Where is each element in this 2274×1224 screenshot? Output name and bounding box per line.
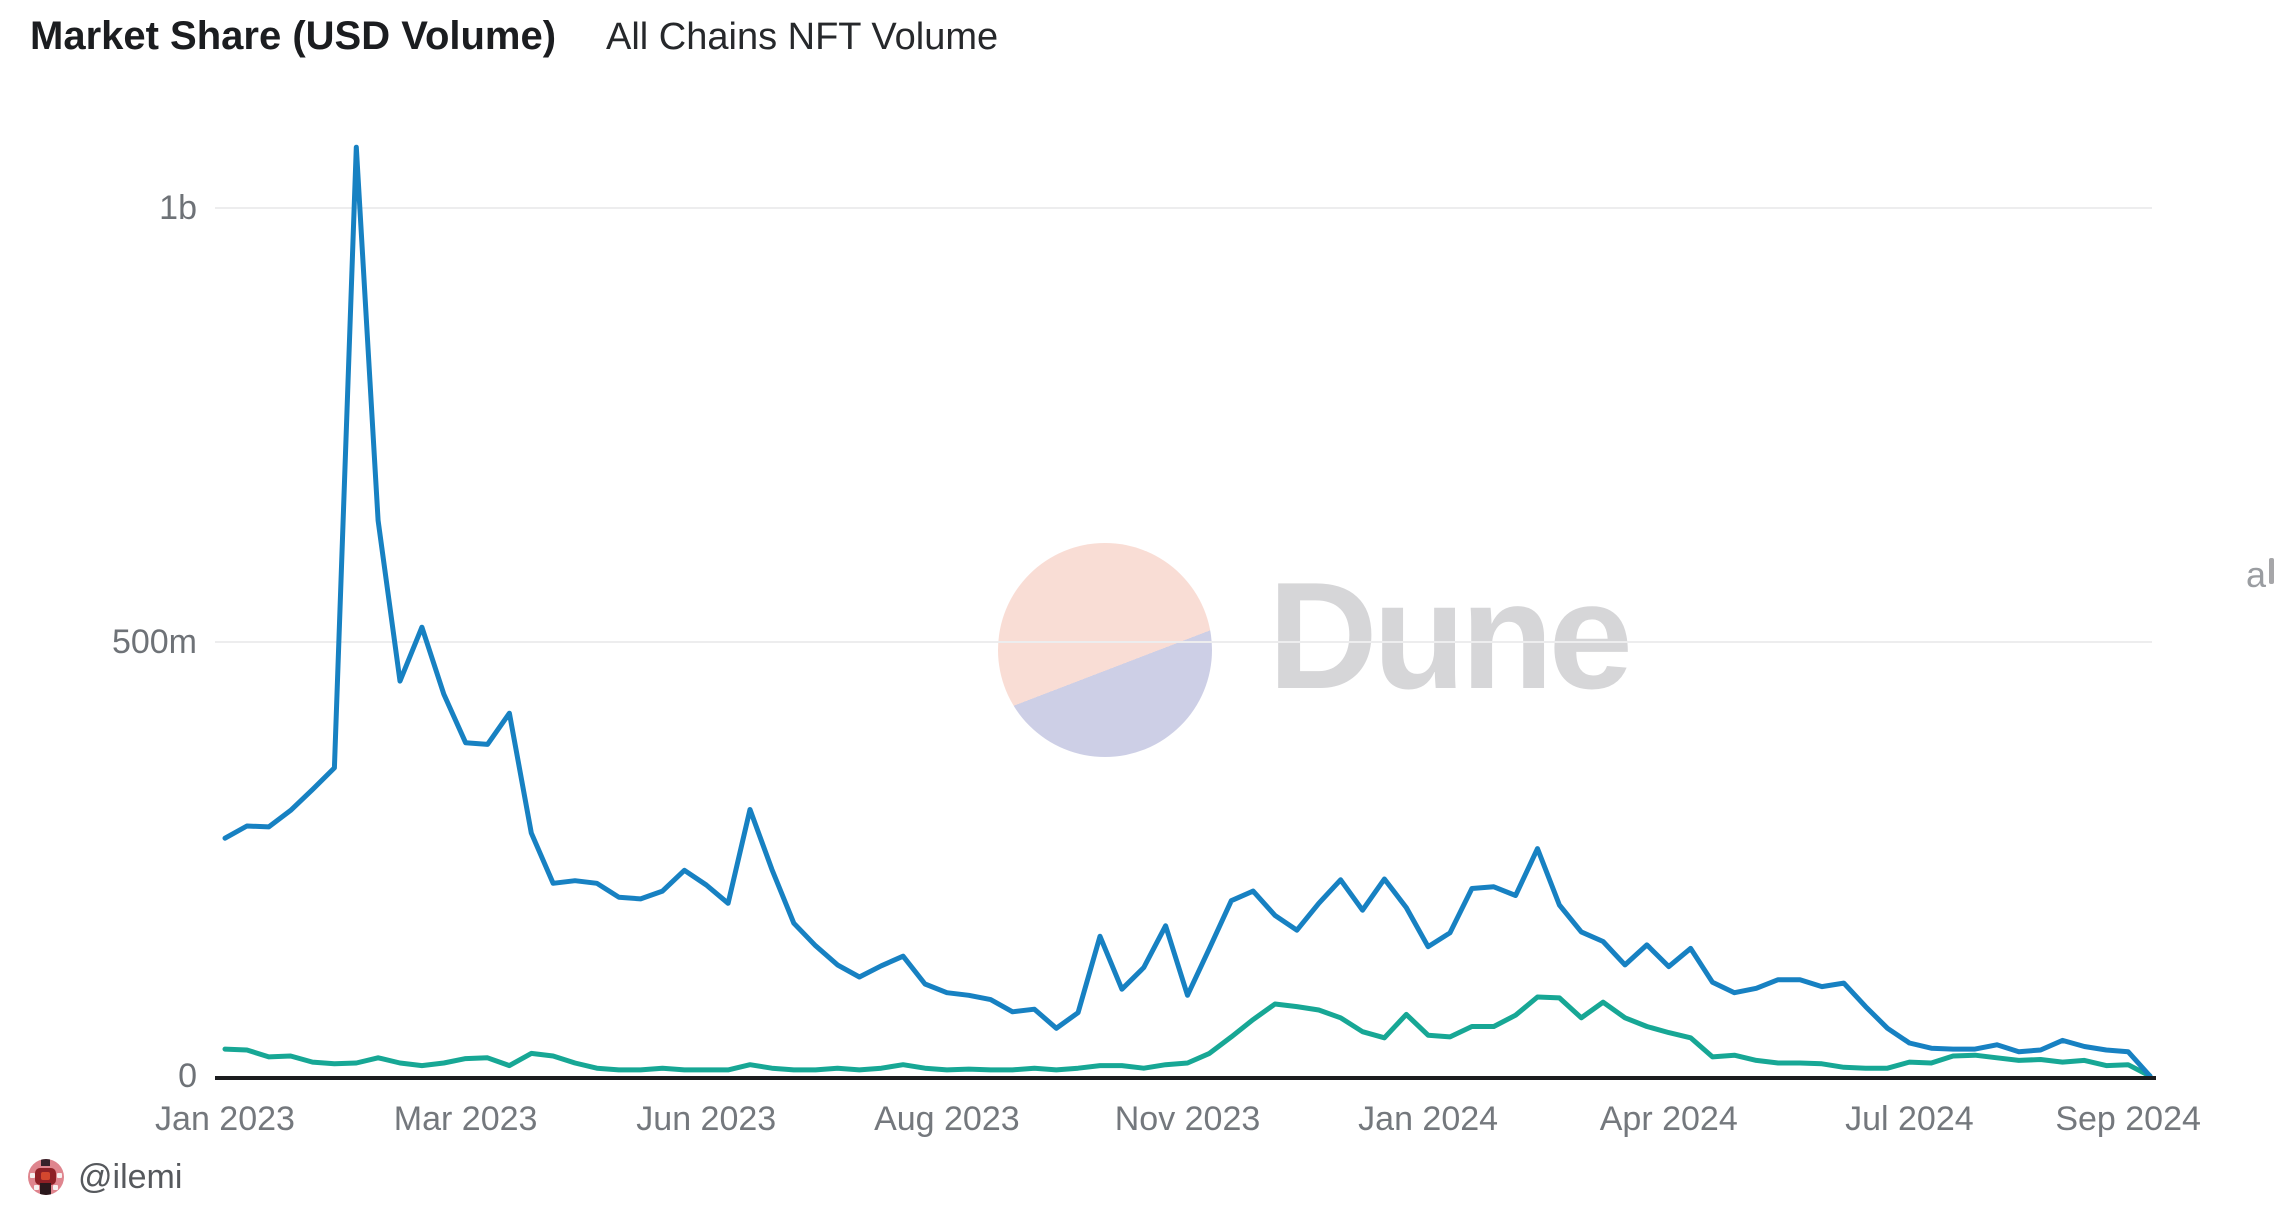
y-axis-tick-label: 0: [178, 1057, 197, 1095]
x-axis-tick-label: Jul 2024: [1845, 1100, 1974, 1138]
author-avatar: [28, 1159, 64, 1195]
x-axis-tick-label: Jan 2023: [155, 1100, 295, 1138]
blue-series-line: [222, 144, 2153, 1079]
x-axis-tick-label: Nov 2023: [1114, 1100, 1261, 1138]
dune-logo-icon: [998, 543, 1212, 757]
chart-title: Market Share (USD Volume): [30, 14, 557, 58]
teal-series-line: [222, 994, 2153, 1079]
clipped-glyph: [2269, 558, 2274, 584]
x-axis-tick-label: Apr 2024: [1599, 1100, 1738, 1138]
dune-watermark-text: Dune: [1268, 551, 1633, 721]
x-axis-tick-label: Sep 2024: [2055, 1100, 2201, 1138]
author-attribution: @ilemi: [28, 1158, 182, 1196]
y-axis-tick-label: 1b: [159, 189, 197, 227]
x-axis-tick-label: Jan 2024: [1358, 1100, 1499, 1138]
clipped-right-edge-label: a: [2246, 554, 2267, 595]
x-axis-tick-label: Jun 2023: [636, 1100, 777, 1138]
chart-subtitle: All Chains NFT Volume: [606, 16, 999, 58]
gridline: [215, 207, 2152, 209]
plot-area: [222, 144, 2153, 1079]
x-axis-line: [215, 1076, 2156, 1080]
gridline: [215, 641, 2152, 643]
x-axis-tick-label: Aug 2023: [874, 1100, 1020, 1138]
x-axis-tick-label: Mar 2023: [393, 1100, 538, 1138]
y-axis-tick-label: 500m: [111, 623, 197, 661]
author-handle: @ilemi: [78, 1157, 183, 1196]
